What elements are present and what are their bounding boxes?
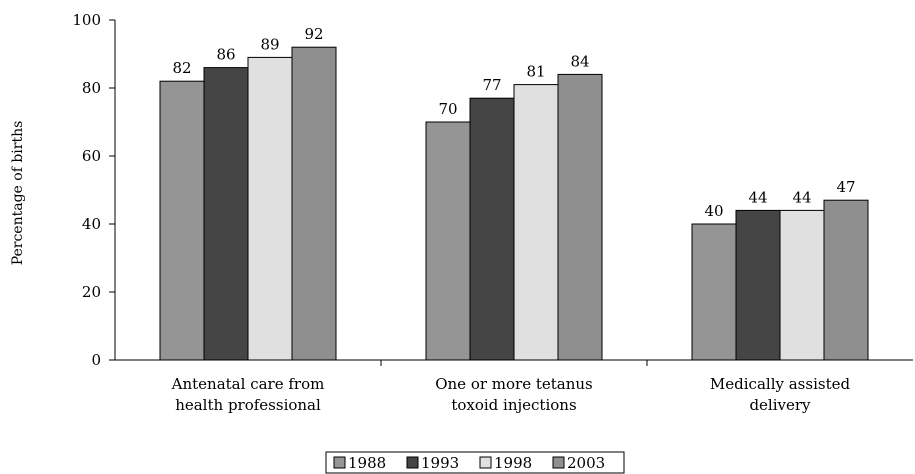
data-label: 86 (216, 46, 235, 64)
data-label: 40 (704, 202, 723, 220)
y-axis-title: Percentage of births (10, 121, 26, 266)
data-label: 81 (526, 63, 545, 81)
bar-1988 (425, 121, 471, 361)
bar-1998 (513, 84, 559, 361)
legend-swatch-1993 (406, 456, 419, 469)
legend-swatch-1988 (333, 456, 346, 469)
category-label: Antenatal care from health professional (171, 375, 325, 414)
legend-label: 2003 (567, 454, 605, 472)
bar-1993 (735, 209, 781, 361)
bar-1998 (779, 209, 825, 361)
y-tick-label: 80 (82, 79, 101, 97)
bar-1993 (203, 67, 249, 361)
category-label: Medically assisted delivery (710, 375, 851, 414)
y-tick-label: 0 (91, 351, 101, 369)
bar-1988 (159, 80, 205, 361)
legend: 1988 1993 1998 2003 (325, 451, 625, 474)
legend-label: 1998 (494, 454, 532, 472)
data-label: 70 (438, 100, 457, 118)
category-label: One or more tetanus toxoid injections (435, 375, 593, 414)
y-tick-label: 60 (82, 147, 101, 165)
category-label-line: health professional (175, 396, 321, 414)
bar-1988 (691, 223, 737, 361)
legend-label: 1988 (348, 454, 386, 472)
category-label-line: Medically assisted (710, 375, 851, 393)
data-label: 77 (482, 76, 501, 94)
y-tick-label: 20 (82, 283, 101, 301)
category-label-line: One or more tetanus (435, 375, 593, 393)
legend-frame (325, 451, 625, 474)
data-label: 44 (748, 188, 767, 206)
legend-swatch-1998 (479, 456, 492, 469)
y-tick-label: 40 (82, 215, 101, 233)
bar-1998 (247, 56, 293, 361)
data-label: 44 (792, 188, 811, 206)
plot-area: 0 20 40 60 80 100 82 86 89 92 Antenatal care from h… (72, 11, 913, 414)
category-label-line: Antenatal care from (171, 375, 325, 393)
bar-1993 (469, 97, 515, 361)
bar-2003 (291, 46, 337, 361)
data-label: 47 (836, 178, 855, 196)
data-label: 82 (172, 59, 191, 77)
data-label: 89 (260, 35, 279, 53)
bar-2003 (557, 73, 603, 361)
data-label: 92 (304, 25, 323, 43)
legend-label: 1993 (421, 454, 459, 472)
y-tick-label: 100 (72, 11, 101, 29)
bar-2003 (823, 199, 869, 361)
category-label-line: delivery (749, 396, 811, 414)
data-label: 84 (570, 52, 589, 70)
category-label-line: toxoid injections (451, 396, 576, 414)
legend-swatch-2003 (552, 456, 565, 469)
